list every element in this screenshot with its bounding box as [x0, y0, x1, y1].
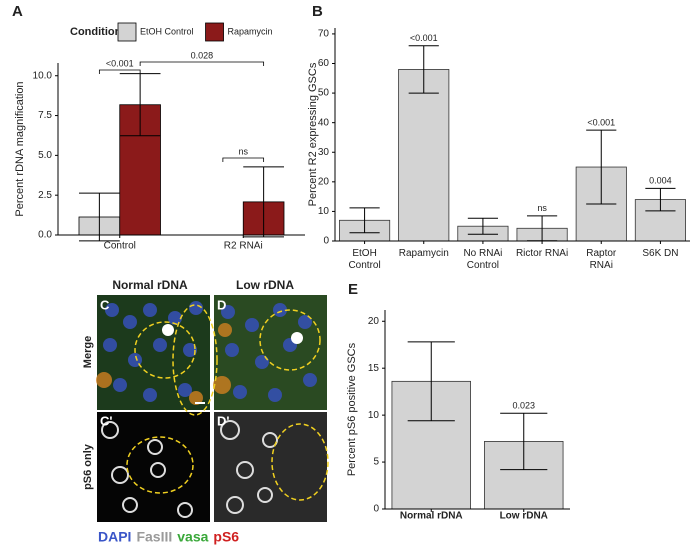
significance-label: ns — [238, 146, 248, 156]
scale-bar — [195, 402, 205, 404]
stain-legend: pS6 — [213, 529, 239, 545]
row-label: Merge — [82, 336, 94, 368]
x-tick-label: S6K DN — [642, 248, 679, 259]
y-tick-label: 5 — [373, 457, 379, 468]
y-tick-label: 70 — [318, 29, 330, 40]
x-tick-label: Normal rDNA — [400, 511, 463, 522]
significance-label: 0.004 — [649, 176, 672, 186]
legend-title: Condition — [70, 26, 122, 38]
significance-label: <0.001 — [106, 58, 134, 68]
x-tick-label: Control — [104, 241, 136, 252]
legend-label: Rapamycin — [228, 26, 273, 36]
y-tick-label: 7.5 — [38, 110, 52, 121]
panel-letter: A — [12, 3, 23, 20]
significance-label: <0.001 — [587, 117, 615, 127]
y-tick-label: 0.0 — [38, 230, 52, 241]
x-tick-label: R2 RNAi — [224, 241, 263, 252]
image-c-prime — [97, 412, 210, 522]
bar — [398, 69, 450, 242]
y-tick-label: 60 — [318, 58, 330, 69]
legend-swatch — [205, 22, 224, 42]
significance-label: 0.023 — [512, 401, 535, 411]
fusome — [162, 324, 174, 336]
ps6-rings — [101, 420, 278, 518]
panel-letter: B — [312, 3, 323, 20]
significance-label: <0.001 — [410, 33, 438, 43]
y-tick-label: 15 — [368, 363, 380, 374]
x-tick-label: No RNAi Control — [463, 248, 503, 271]
y-axis-label: Percent rDNA magnification — [14, 81, 26, 216]
micrographs — [96, 295, 329, 522]
y-tick-label: 5.0 — [38, 150, 52, 161]
y-tick-label: 30 — [318, 147, 330, 158]
ps6-cells — [96, 323, 232, 405]
panel-letter: D' — [217, 413, 229, 428]
y-tick-label: 10 — [318, 206, 330, 217]
significance-label: ns — [537, 203, 547, 213]
stain-legend: vasa — [177, 529, 208, 545]
significance-bracket — [139, 61, 265, 66]
legend-swatch — [117, 22, 137, 42]
y-tick-label: 40 — [318, 117, 330, 128]
panel-letter: E — [348, 281, 358, 298]
stain-legend: FasIII — [136, 529, 172, 545]
y-tick-label: 50 — [318, 88, 330, 99]
y-tick-label: 20 — [318, 176, 330, 187]
y-axis-label: Percent R2 expressing GSCs — [307, 62, 319, 206]
panel-letter: D — [217, 297, 226, 312]
fusome — [291, 332, 303, 344]
x-tick-label: EtOH Control — [348, 248, 381, 271]
panel-letter: C — [100, 297, 110, 312]
significance-bracket — [222, 157, 265, 162]
stain-legend: DAPI — [98, 529, 131, 545]
x-tick-label: Raptor RNAi — [586, 248, 617, 271]
y-tick-label: 10.0 — [33, 70, 53, 81]
column-title: Low rDNA — [236, 278, 294, 292]
y-axis-label: Percent pS6 positive GSCs — [346, 342, 358, 476]
legend-label: EtOH Control — [140, 26, 194, 36]
image-d-prime — [214, 412, 327, 522]
y-tick-label: 0 — [373, 504, 379, 515]
column-title: Normal rDNA — [112, 278, 188, 292]
significance-label: 0.028 — [191, 50, 214, 60]
row-label: pS6 only — [82, 443, 94, 490]
y-tick-label: 20 — [368, 316, 380, 327]
x-tick-label: Low rDNA — [500, 511, 548, 522]
y-tick-label: 2.5 — [38, 190, 52, 201]
nuclei — [103, 301, 317, 402]
y-tick-label: 0 — [323, 236, 329, 247]
significance-bracket — [98, 69, 141, 74]
panel-letter: C' — [100, 413, 112, 428]
y-tick-label: 10 — [368, 410, 380, 421]
x-tick-label: Rictor RNAi — [515, 248, 569, 259]
gsc-outline — [126, 304, 329, 501]
x-tick-label: Rapamycin — [398, 248, 449, 259]
